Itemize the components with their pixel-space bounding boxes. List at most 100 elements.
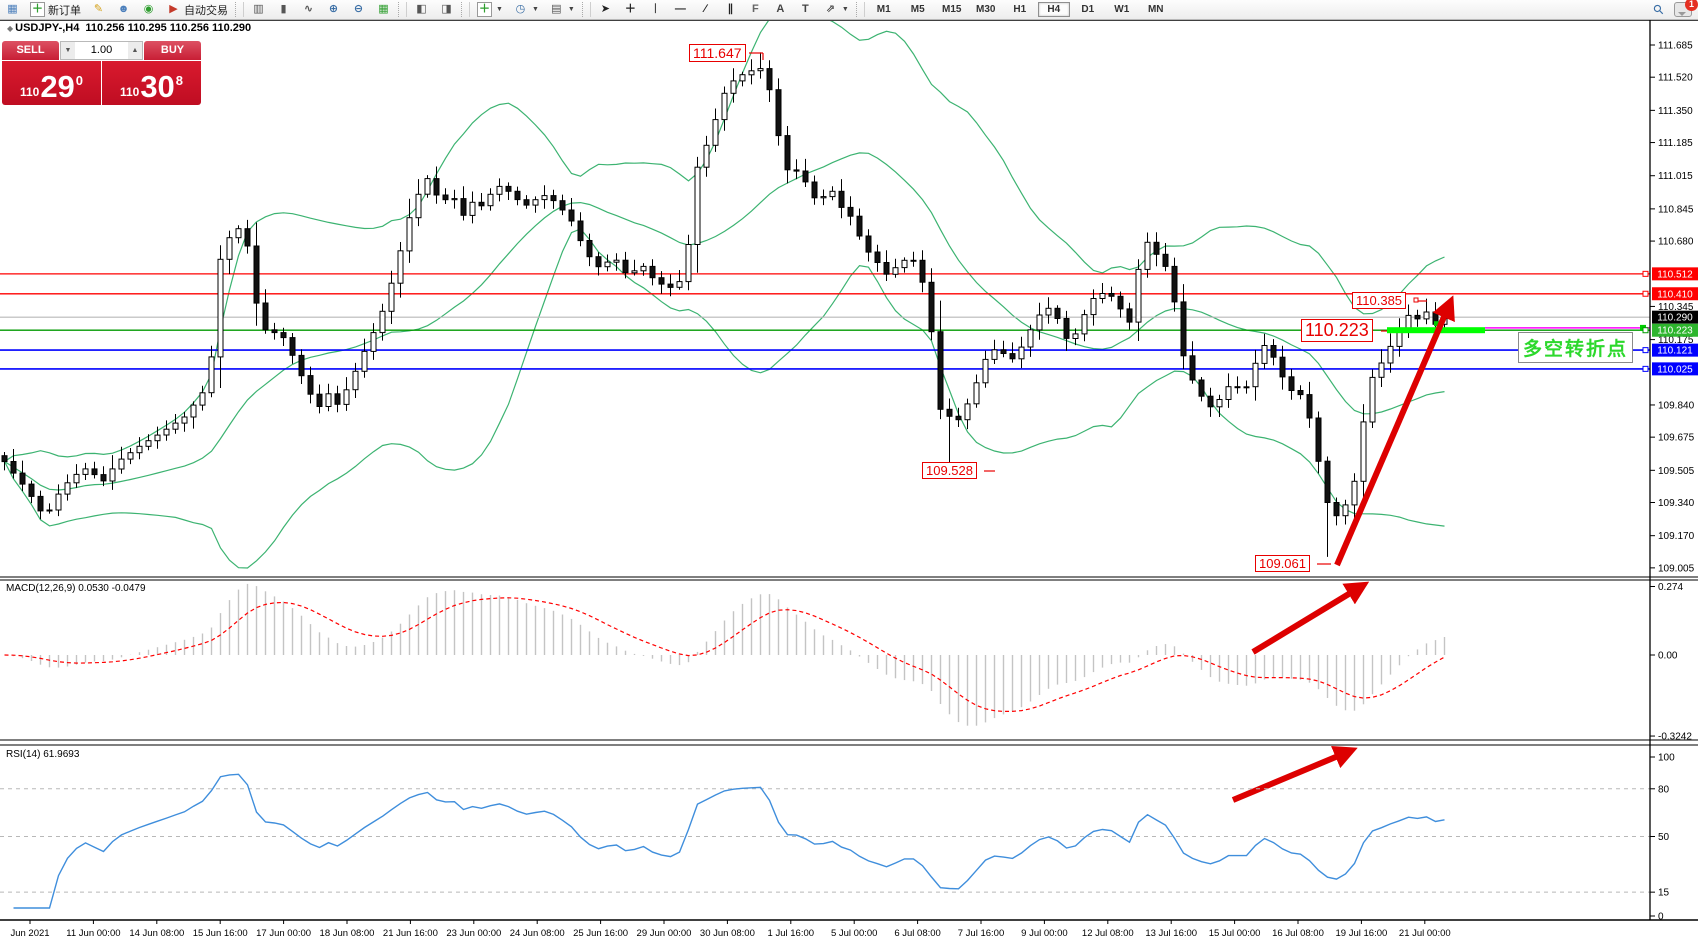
ask-prefix: 110 bbox=[119, 85, 140, 99]
ask-price-button[interactable]: 110 30 8 bbox=[102, 61, 201, 105]
timeframe-button-M15[interactable]: M15 bbox=[942, 4, 962, 15]
volume-input[interactable]: 1.00 bbox=[90, 44, 113, 56]
new-order-button[interactable]: ＋新订单 bbox=[25, 1, 86, 19]
fibonacci-icon[interactable]: F bbox=[743, 1, 768, 19]
toolbar-separator bbox=[581, 2, 591, 17]
volume-increase-button[interactable]: ▲ bbox=[128, 42, 142, 59]
bar-chart-icon: ▥ bbox=[253, 3, 264, 15]
price-label-109061: 109.061 bbox=[1255, 555, 1310, 572]
timeframe-button-H4[interactable]: H4 bbox=[1037, 2, 1070, 17]
svg-text:14 Jun 08:00: 14 Jun 08:00 bbox=[129, 928, 184, 939]
line-handle[interactable] bbox=[1642, 365, 1649, 372]
buy-button[interactable]: BUY bbox=[144, 41, 201, 60]
line-chart-icon[interactable]: ∿ bbox=[296, 1, 321, 19]
toolbar-dropdown-group: ＋ ▼ ◷ ▼ ▤ ▼ bbox=[472, 1, 580, 18]
autotrading-button[interactable]: ▶ 自动交易 bbox=[161, 1, 233, 19]
toolbar-separator bbox=[398, 2, 407, 17]
bid-price-button[interactable]: 110 29 0 bbox=[2, 61, 101, 105]
price-label-110385: 110.385 bbox=[1352, 292, 1407, 309]
price-axis[interactable]: 111.685 111.520 111.350 111.185 111.015 110.8… bbox=[1650, 41, 1698, 923]
toolbar-zoom-group: ⊕ ⊖ ▦ bbox=[321, 1, 396, 18]
main-toolbar: ▦ ＋新订单 ✎ ☻ ◉ ▶ 自动交易 ▥ ▮ ∿ ⊕ ⊖ ▦ ◧ ◨ ＋ ▼ ◷ ▼ ▤ ▼ ➤ ＋ ︱ — ∕ ∥ F A… bbox=[0, 0, 1698, 20]
new-chart-icon[interactable]: ＋ ▼ bbox=[472, 1, 508, 19]
pencil-icon[interactable]: ✎ bbox=[86, 1, 111, 19]
channel-icon[interactable]: ∥ bbox=[718, 1, 743, 19]
bar-chart-icon[interactable]: ▥ bbox=[246, 1, 271, 19]
line-handle[interactable] bbox=[1642, 327, 1649, 334]
sell-button[interactable]: SELL bbox=[2, 41, 59, 60]
svg-text:0: 0 bbox=[1658, 912, 1664, 923]
trendline-icon[interactable]: ∕ bbox=[693, 1, 718, 19]
macd-panel[interactable] bbox=[4, 583, 1446, 726]
zoom-in-icon[interactable]: ⊕ bbox=[321, 1, 346, 19]
timeframe-button-H1[interactable]: H1 bbox=[1013, 4, 1027, 15]
one-click-trade-panel: SELL ▼ 1.00 ▲ BUY 110 29 0 110 30 8 bbox=[2, 41, 201, 105]
svg-text:109.005: 109.005 bbox=[1658, 563, 1695, 574]
line-handle[interactable] bbox=[1642, 270, 1649, 277]
profile-icon[interactable]: ☻ bbox=[111, 1, 136, 19]
arrows-icon[interactable]: ⇗ ▼ bbox=[818, 1, 854, 19]
turning-point-note: 多空转折点 bbox=[1518, 332, 1634, 363]
timeframe-button-M30[interactable]: M30 bbox=[976, 4, 996, 15]
svg-text:19 Jul 16:00: 19 Jul 16:00 bbox=[1336, 928, 1388, 939]
vertical-line-icon[interactable]: ︱ bbox=[643, 1, 668, 19]
toolbar-right-group: ⚲ 1 bbox=[1649, 0, 1698, 19]
svg-text:50: 50 bbox=[1658, 832, 1670, 843]
svg-text:29 Jun 00:00: 29 Jun 00:00 bbox=[637, 928, 692, 939]
timeframe-group: M1 M5 M15 M30 H1 H4 D1 W1 MN bbox=[867, 1, 1173, 18]
arrows-dropdown-icon[interactable]: ▼ bbox=[841, 6, 849, 13]
time-axis[interactable]: Jun 2021 11 Jun 00:00 14 Jun 08:00 15 Jun 1… bbox=[10, 920, 1451, 939]
template-icon[interactable]: ▤ ▼ bbox=[544, 1, 580, 19]
svg-text:109.340: 109.340 bbox=[1658, 498, 1695, 509]
line-handle[interactable] bbox=[1642, 347, 1649, 354]
toolbar-left-group: ▦ ＋新订单 ✎ ☻ ◉ ▶ 自动交易 bbox=[0, 1, 233, 18]
timeframe-button-M1[interactable]: M1 bbox=[876, 4, 891, 15]
timeframe-button-D1[interactable]: D1 bbox=[1081, 4, 1095, 15]
candlestick-icon[interactable]: ▮ bbox=[271, 1, 296, 19]
svg-text:1 Jul 16:00: 1 Jul 16:00 bbox=[768, 928, 814, 939]
tile-windows-icon: ▦ bbox=[378, 3, 389, 15]
data-window-icon[interactable]: ◧ bbox=[409, 1, 434, 19]
tile-windows-icon[interactable]: ▦ bbox=[371, 1, 396, 19]
chart-window-icon[interactable]: ▦ bbox=[0, 1, 25, 19]
period-dropdown-icon[interactable]: ▼ bbox=[531, 6, 539, 13]
line-handle[interactable] bbox=[1642, 290, 1649, 297]
period-icon[interactable]: ◷ ▼ bbox=[508, 1, 544, 19]
highlight-handle[interactable] bbox=[1434, 321, 1439, 327]
price-label-109528: 109.528 bbox=[922, 462, 977, 479]
main-chart-panel[interactable] bbox=[0, 12, 1650, 569]
template-dropdown-icon[interactable]: ▼ bbox=[567, 6, 575, 13]
zoom-out-icon: ⊖ bbox=[353, 3, 364, 15]
toolbar-separator bbox=[855, 2, 865, 17]
timeframe-button-W1[interactable]: W1 bbox=[1114, 4, 1130, 15]
timeframe-button-M5[interactable]: M5 bbox=[910, 4, 925, 15]
svg-text:6 Jul 08:00: 6 Jul 08:00 bbox=[894, 928, 940, 939]
price-badge-110.025 bbox=[1652, 362, 1698, 376]
text-label-icon[interactable]: T bbox=[793, 1, 818, 19]
line-chart-icon: ∿ bbox=[303, 3, 314, 15]
price-badge-110.410 bbox=[1652, 287, 1698, 301]
strategy-tester-icon[interactable]: ◨ bbox=[434, 1, 459, 19]
svg-text:16 Jul 08:00: 16 Jul 08:00 bbox=[1272, 928, 1324, 939]
signal-icon[interactable]: ◉ bbox=[136, 1, 161, 19]
volume-decrease-button[interactable]: ▼ bbox=[61, 42, 75, 59]
svg-text:109.505: 109.505 bbox=[1658, 466, 1695, 477]
crosshair-icon[interactable]: ＋ bbox=[618, 1, 643, 19]
svg-text:109.170: 109.170 bbox=[1658, 531, 1695, 542]
channel-icon: ∥ bbox=[727, 3, 734, 15]
svg-text:-0.3242: -0.3242 bbox=[1658, 732, 1692, 743]
svg-text:30 Jun 08:00: 30 Jun 08:00 bbox=[700, 928, 755, 939]
arrows-icon: ⇗ bbox=[825, 3, 835, 15]
text-icon[interactable]: A bbox=[768, 1, 793, 19]
notifications-icon[interactable]: 1 bbox=[1674, 0, 1698, 17]
cursor-icon[interactable]: ➤ bbox=[593, 1, 618, 19]
search-icon[interactable]: ⚲ bbox=[1649, 0, 1668, 19]
zoom-out-icon[interactable]: ⊖ bbox=[346, 1, 371, 19]
svg-text:110.121: 110.121 bbox=[1657, 346, 1693, 357]
rsi-panel[interactable] bbox=[0, 773, 1650, 909]
timeframe-button-MN[interactable]: MN bbox=[1147, 4, 1164, 15]
horizontal-line-icon[interactable]: — bbox=[668, 1, 693, 19]
new-chart-dropdown-icon[interactable]: ▼ bbox=[496, 6, 503, 13]
svg-text:21 Jun 16:00: 21 Jun 16:00 bbox=[383, 928, 438, 939]
